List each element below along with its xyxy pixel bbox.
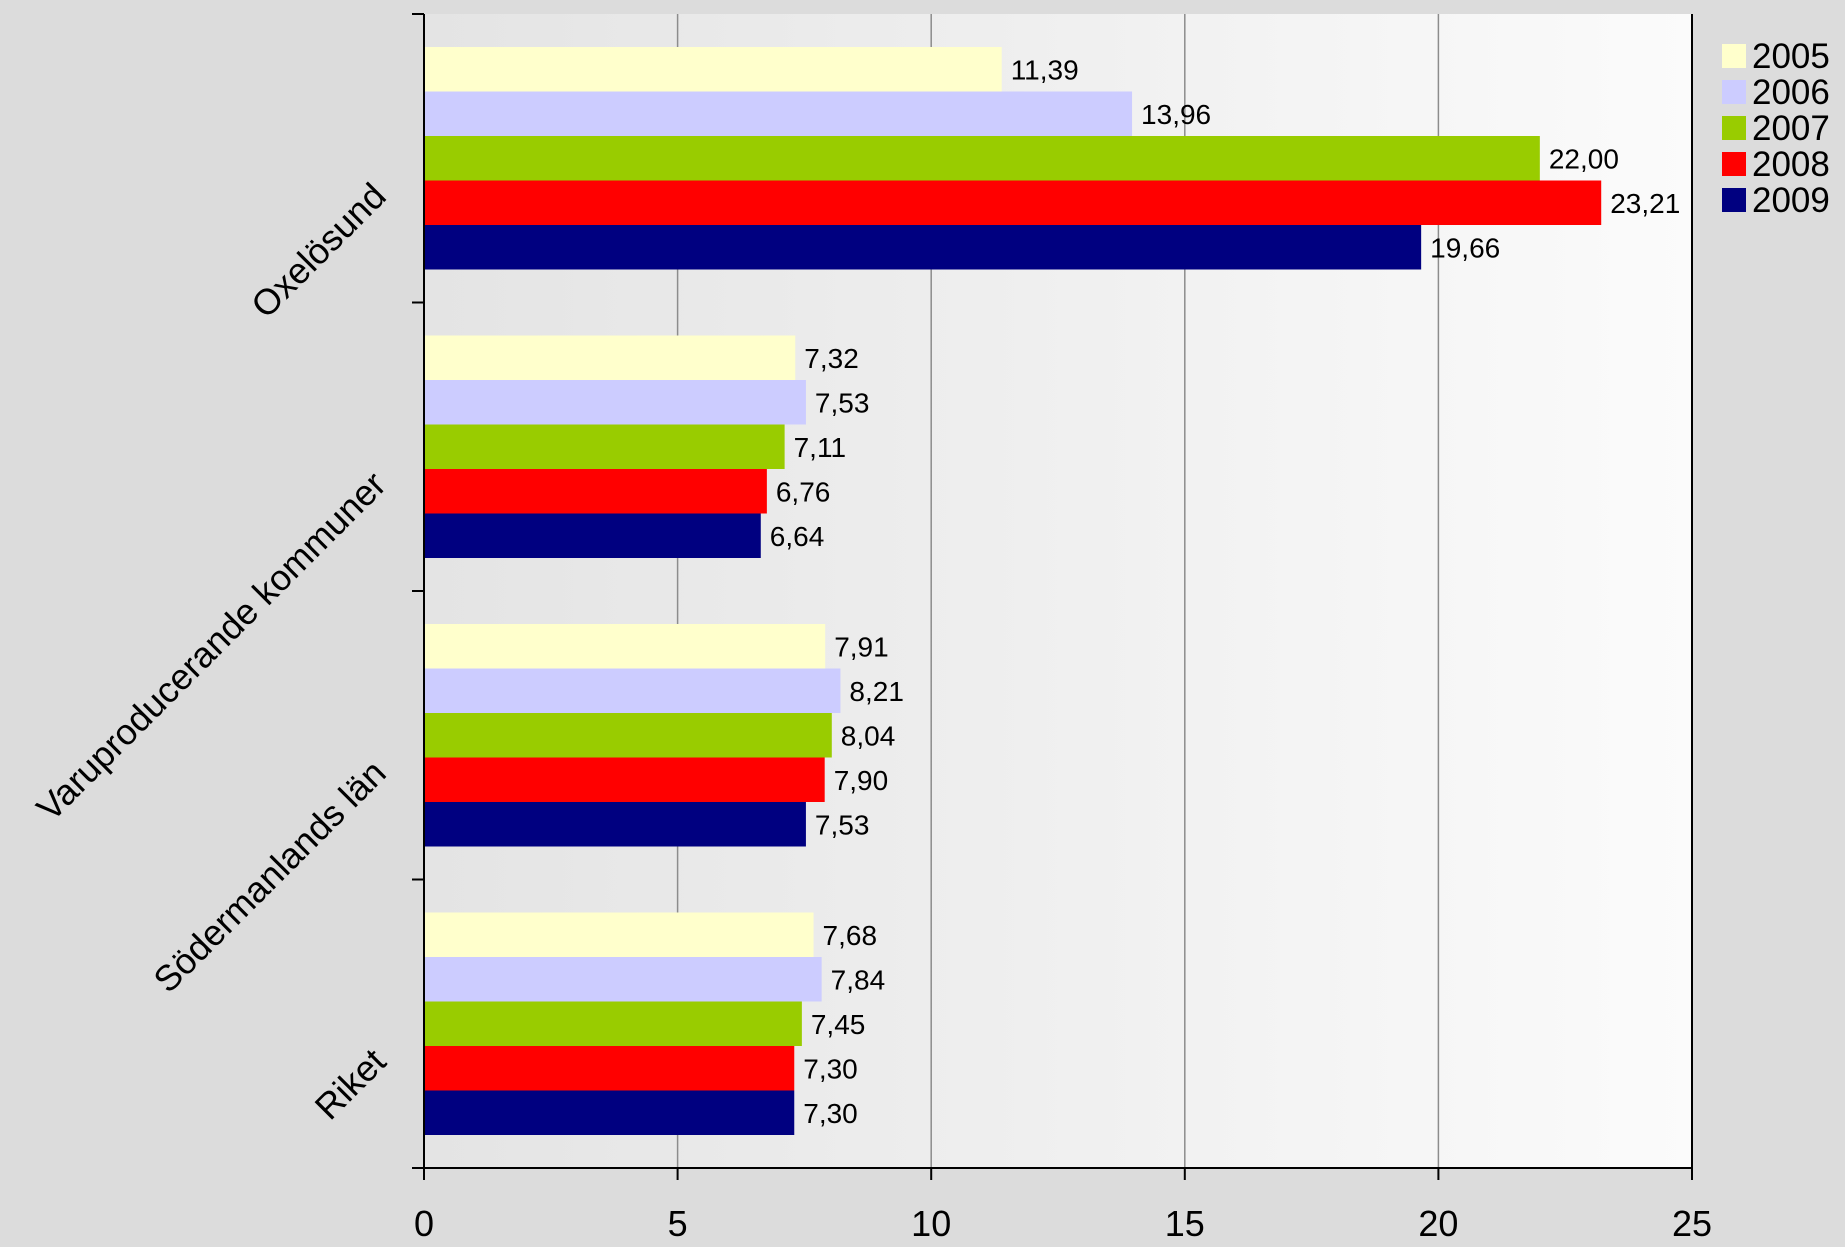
data-labels: 11,39 13,96 22,00 23,21 19,66 7,32 7,53 7,11 6,7… <box>770 54 1681 1129</box>
legend-swatch-2006 <box>1722 80 1746 104</box>
legend-swatch-2008 <box>1722 152 1746 176</box>
x-tick-label-25: 25 <box>1672 1203 1712 1242</box>
data-label-oxel-sund-2007: 22,00 <box>1549 143 1619 174</box>
bar-s-dermanlands-l-n-2009 <box>424 802 806 847</box>
x-tick-label-5: 5 <box>668 1203 688 1242</box>
category-label-riket: Riket <box>307 1040 394 1127</box>
data-label-varuproducerande-kommuner-2007: 7,11 <box>794 432 846 463</box>
bar-varuproducerande-kommuner-2008 <box>424 469 767 514</box>
legend-swatch-2009 <box>1722 188 1746 212</box>
x-tick-label-20: 20 <box>1418 1203 1458 1242</box>
data-label-varuproducerande-kommuner-2008: 6,76 <box>776 476 831 507</box>
bar-riket-2006 <box>424 957 822 1002</box>
x-tick-label-0: 0 <box>414 1203 434 1242</box>
data-label-varuproducerande-kommuner-2006: 7,53 <box>815 387 870 418</box>
bar-varuproducerande-kommuner-2009 <box>424 513 761 558</box>
bar-s-dermanlands-l-n-2005 <box>424 624 826 669</box>
data-label-oxel-sund-2009: 19,66 <box>1430 232 1500 263</box>
bar-varuproducerande-kommuner-2007 <box>424 424 785 469</box>
bar-riket-2009 <box>424 1090 795 1135</box>
data-label-s-dermanlands-l-n-2006: 8,21 <box>849 676 904 707</box>
legend-label-2005: 2005 <box>1752 37 1830 76</box>
bar-oxel-sund-2007 <box>424 136 1540 181</box>
data-label-riket-2006: 7,84 <box>831 964 886 995</box>
data-label-riket-2009: 7,30 <box>803 1098 858 1129</box>
data-label-s-dermanlands-l-n-2005: 7,91 <box>834 631 889 662</box>
data-label-riket-2005: 7,68 <box>823 920 878 951</box>
bar-oxel-sund-2006 <box>424 91 1133 136</box>
data-label-riket-2008: 7,30 <box>803 1053 858 1084</box>
legend-swatch-2007 <box>1722 116 1746 140</box>
bar-oxel-sund-2005 <box>424 47 1002 92</box>
bar-s-dermanlands-l-n-2006 <box>424 668 841 713</box>
bar-riket-2005 <box>424 912 814 957</box>
bar-varuproducerande-kommuner-2005 <box>424 335 796 380</box>
bar-riket-2008 <box>424 1046 795 1091</box>
bar-s-dermanlands-l-n-2007 <box>424 713 832 758</box>
data-label-oxel-sund-2005: 11,39 <box>1011 54 1079 85</box>
category-label-varuproducerande-kommuner: Varuproducerande kommuner <box>28 463 393 828</box>
bar-riket-2007 <box>424 1001 802 1046</box>
data-label-s-dermanlands-l-n-2008: 7,90 <box>834 765 889 796</box>
bar-oxel-sund-2009 <box>424 225 1422 270</box>
legend-label-2007: 2007 <box>1752 109 1830 148</box>
bar-s-dermanlands-l-n-2008 <box>424 757 825 802</box>
data-label-varuproducerande-kommuner-2005: 7,32 <box>804 343 859 374</box>
category-label-oxel-sund: Oxelösund <box>243 175 394 326</box>
x-tick-label-10: 10 <box>911 1203 951 1242</box>
legend-swatch-2005 <box>1722 44 1746 68</box>
legend-label-2009: 2009 <box>1752 181 1830 220</box>
category-label-s-dermanlands-l-n: Södermanlands län <box>145 752 393 1000</box>
x-tick-label-15: 15 <box>1165 1203 1205 1242</box>
data-label-riket-2007: 7,45 <box>811 1009 866 1040</box>
bar-varuproducerande-kommuner-2006 <box>424 380 806 425</box>
bars <box>424 47 1602 1135</box>
legend-label-2008: 2008 <box>1752 145 1830 184</box>
data-label-s-dermanlands-l-n-2007: 8,04 <box>841 720 896 751</box>
legend-label-2006: 2006 <box>1752 73 1830 112</box>
data-label-oxel-sund-2006: 13,96 <box>1141 99 1211 130</box>
data-label-s-dermanlands-l-n-2009: 7,53 <box>815 809 870 840</box>
data-label-varuproducerande-kommuner-2009: 6,64 <box>770 521 825 552</box>
bar-oxel-sund-2008 <box>424 180 1602 225</box>
data-label-oxel-sund-2008: 23,21 <box>1610 188 1680 219</box>
